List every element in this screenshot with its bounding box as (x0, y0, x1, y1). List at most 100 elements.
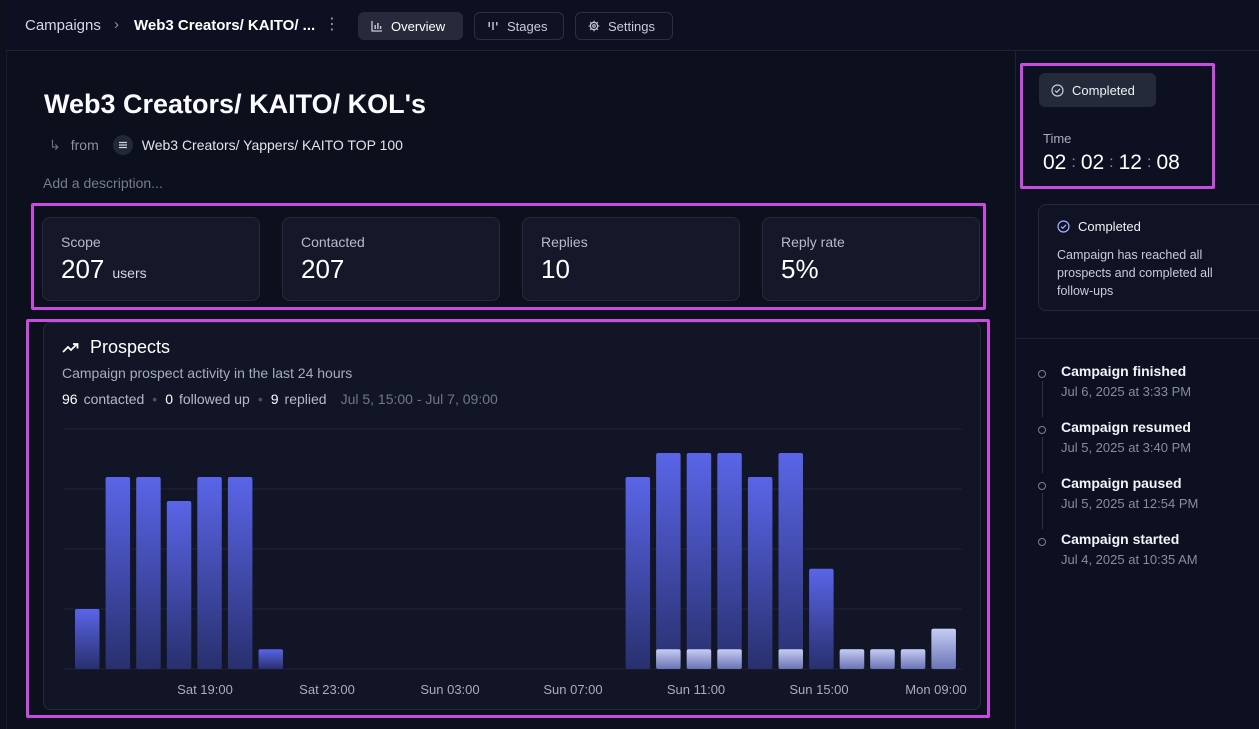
followed-label: followed up (179, 391, 250, 407)
trending-up-icon (62, 342, 79, 353)
prospects-summary: 96 contacted • 0 followed up • 9 replied… (62, 391, 498, 407)
x-tick-label: Sun 11:00 (667, 682, 725, 697)
chart-bar-replied (870, 649, 895, 669)
timer-days: 02 (1043, 151, 1067, 174)
check-circle-icon (1057, 220, 1070, 233)
timer-hours: 02 (1080, 151, 1105, 174)
x-tick-label: Sat 23:00 (299, 682, 355, 697)
chart-bar-contacted (227, 477, 253, 669)
chart-bar-contacted (686, 453, 712, 669)
tab-settings-label: Settings (608, 18, 655, 34)
stat-label: Scope (61, 234, 101, 250)
top-bar: Campaigns › Web3 Creators/ KAITO/ ... ⋮ … (6, 0, 1259, 51)
chart-bar-contacted (105, 477, 131, 669)
prospects-header: Prospects (62, 337, 170, 358)
tab-settings[interactable]: Settings (575, 12, 673, 40)
completion-card-body: Campaign has reached all prospects and c… (1057, 248, 1213, 298)
more-options-icon[interactable]: ⋮ (324, 16, 340, 33)
prospects-bar-chart: Sat 19:00 Sat 23:00 Sun 03:00 Sun 07:00 Sun … (64, 428, 967, 697)
timeline-title: Campaign started (1061, 531, 1180, 547)
timeline-title: Campaign paused (1061, 475, 1182, 491)
overview-panel: Web3 Creators/ KAITO/ KOL's ↳ from Web3 … (6, 51, 1014, 729)
prospects-chart-card: Prospects Campaign prospect activity in … (43, 322, 981, 710)
stat-card-scope: Scope 207 users (42, 217, 260, 301)
stat-value: 10 (541, 254, 570, 284)
timeline-dot-icon (1038, 482, 1046, 490)
timer-seconds: 08 (1156, 151, 1180, 174)
breadcrumb-separator-icon: › (114, 16, 119, 33)
prospects-title: Prospects (90, 337, 171, 357)
x-tick-label: Sun 07:00 (543, 682, 602, 697)
prospects-subtitle: Campaign prospect activity in the last 2… (62, 365, 353, 381)
followed-count: 0 (165, 391, 173, 407)
chart-bar-contacted (197, 477, 222, 669)
chart-bar-contacted (625, 477, 651, 669)
source-list-link[interactable]: Web3 Creators/ Yappers/ KAITO TOP 100 (141, 137, 403, 153)
chart-bar-contacted (166, 501, 192, 669)
timeline-connector (1042, 381, 1043, 417)
check-circle-icon (1051, 83, 1064, 97)
timeline-title: Campaign resumed (1061, 419, 1191, 435)
chart-bar-contacted (75, 609, 100, 669)
x-tick-label: Sat 19:00 (177, 682, 233, 697)
page-title: Web3 Creators/ KAITO/ KOL's (44, 89, 427, 119)
stat-unit: users (112, 265, 147, 281)
status-panel: Completed Time 02: 02: 12: 08 Completed … (1015, 51, 1259, 729)
chart-bar-contacted (258, 649, 283, 669)
x-tick-label: Sun 15:00 (789, 682, 848, 697)
stat-card-reply-rate: Reply rate 5% (762, 217, 980, 301)
chart-bar-replied (931, 628, 956, 669)
timeline-connector (1042, 437, 1043, 473)
list-icon (112, 135, 133, 155)
chart-bar-contacted (809, 568, 834, 669)
status-badge-label: Completed (1072, 82, 1135, 98)
completion-card-title: Completed (1057, 219, 1141, 234)
from-label: from (70, 137, 99, 153)
tab-overview[interactable]: Overview (358, 12, 463, 40)
chart-bar-contacted (747, 477, 773, 669)
chart-bar-replied (900, 649, 926, 669)
x-tick-label: Sun 03:00 (420, 682, 479, 697)
source-row: ↳ from Web3 Creators/ Yappers/ KAITO TOP… (49, 135, 403, 155)
timeline-date: Jul 6, 2025 at 3:33 PM (1061, 384, 1192, 399)
dot-separator: • (257, 391, 263, 407)
stat-label: Contacted (301, 234, 365, 250)
chart-bar-replied (717, 649, 742, 669)
stat-value: 207 users (61, 254, 147, 284)
timeline-dot-icon (1038, 538, 1046, 546)
timeline-dot-icon (1038, 426, 1046, 434)
timer-minutes: 12 (1118, 151, 1142, 174)
chart-bar-contacted (656, 453, 681, 669)
bar-chart-icon (371, 21, 382, 32)
tab-stages-label: Stages (507, 18, 548, 34)
status-badge: Completed (1039, 73, 1156, 107)
x-tick-label: Mon 09:00 (905, 682, 966, 697)
chart-bar-contacted (778, 453, 803, 669)
chart-bar-replied (686, 649, 712, 669)
stat-label: Reply rate (781, 234, 845, 250)
chart-bar-contacted (136, 477, 161, 669)
breadcrumb-current[interactable]: Web3 Creators/ KAITO/ ... (134, 17, 316, 34)
description-input[interactable]: Add a description... (43, 175, 163, 191)
date-range: Jul 5, 15:00 - Jul 7, 09:00 (340, 391, 498, 407)
chart-bar-replied (839, 649, 865, 669)
breadcrumb-campaigns[interactable]: Campaigns (25, 17, 101, 34)
completion-card: Completed Campaign has reached all prosp… (1038, 204, 1259, 311)
divider (1016, 338, 1259, 339)
contacted-count: 96 (62, 391, 78, 407)
timeline-date: Jul 4, 2025 at 10:35 AM (1061, 552, 1198, 567)
stat-card-contacted: Contacted 207 (282, 217, 500, 301)
dot-separator: • (152, 391, 158, 407)
tab-overview-label: Overview (391, 18, 446, 34)
replied-count: 9 (270, 391, 279, 407)
tab-stages[interactable]: Stages (474, 12, 564, 40)
stat-value: 5% (781, 254, 819, 284)
chart-bar-contacted (717, 453, 742, 669)
stages-icon (488, 22, 498, 30)
stat-value: 207 (301, 254, 345, 284)
chart-bar-replied (656, 649, 681, 669)
stat-label: Replies (541, 234, 588, 250)
time-label: Time (1043, 131, 1072, 146)
timeline-dot-icon (1038, 370, 1046, 378)
return-arrow-icon: ↳ (49, 136, 61, 153)
